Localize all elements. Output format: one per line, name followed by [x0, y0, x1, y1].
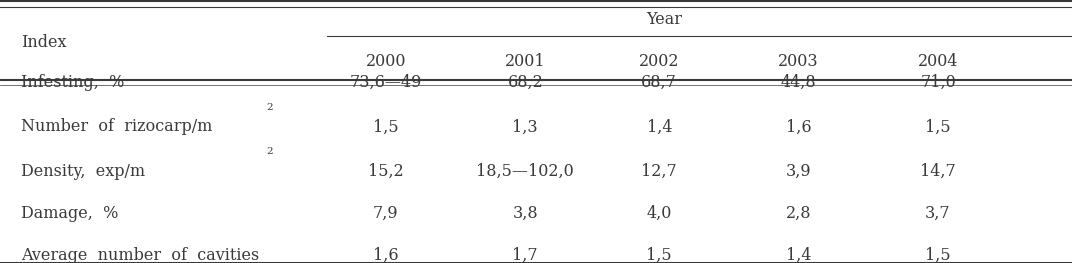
Text: 2004: 2004: [918, 53, 958, 70]
Text: Density,  exp/m: Density, exp/m: [21, 163, 146, 180]
Text: 3,7: 3,7: [925, 205, 951, 222]
Text: 1,4: 1,4: [786, 247, 812, 263]
Text: 14,7: 14,7: [920, 163, 956, 180]
Text: 1,4: 1,4: [646, 118, 672, 135]
Text: Index: Index: [21, 34, 66, 51]
Text: 2000: 2000: [366, 53, 406, 70]
Text: 1,6: 1,6: [786, 118, 812, 135]
Text: 2: 2: [266, 147, 272, 156]
Text: 1,5: 1,5: [373, 118, 399, 135]
Text: 15,2: 15,2: [368, 163, 404, 180]
Text: Damage,  %: Damage, %: [21, 205, 119, 222]
Text: 1,5: 1,5: [646, 247, 672, 263]
Text: 1,6: 1,6: [373, 247, 399, 263]
Text: 68,7: 68,7: [641, 74, 678, 91]
Text: Infesting,  %: Infesting, %: [21, 74, 124, 91]
Text: 44,8: 44,8: [780, 74, 817, 91]
Text: 3,9: 3,9: [786, 163, 812, 180]
Text: 2003: 2003: [778, 53, 819, 70]
Text: Number  of  rizocarp/m: Number of rizocarp/m: [21, 118, 213, 135]
Text: 12,7: 12,7: [641, 163, 678, 180]
Text: 2: 2: [266, 103, 272, 112]
Text: 2,8: 2,8: [786, 205, 812, 222]
Text: 2002: 2002: [639, 53, 680, 70]
Text: Year: Year: [646, 11, 683, 28]
Text: 3,8: 3,8: [512, 205, 538, 222]
Text: 2001: 2001: [505, 53, 546, 70]
Text: 1,7: 1,7: [512, 247, 538, 263]
Text: Average  number  of  cavities: Average number of cavities: [21, 247, 259, 263]
Text: 68,2: 68,2: [507, 74, 544, 91]
Text: 1,5: 1,5: [925, 118, 951, 135]
Text: 71,0: 71,0: [920, 74, 956, 91]
Text: 1,3: 1,3: [512, 118, 538, 135]
Text: 73,6—49: 73,6—49: [349, 74, 422, 91]
Text: 18,5—102,0: 18,5—102,0: [476, 163, 575, 180]
Text: 1,5: 1,5: [925, 247, 951, 263]
Text: 7,9: 7,9: [373, 205, 399, 222]
Text: 4,0: 4,0: [646, 205, 672, 222]
